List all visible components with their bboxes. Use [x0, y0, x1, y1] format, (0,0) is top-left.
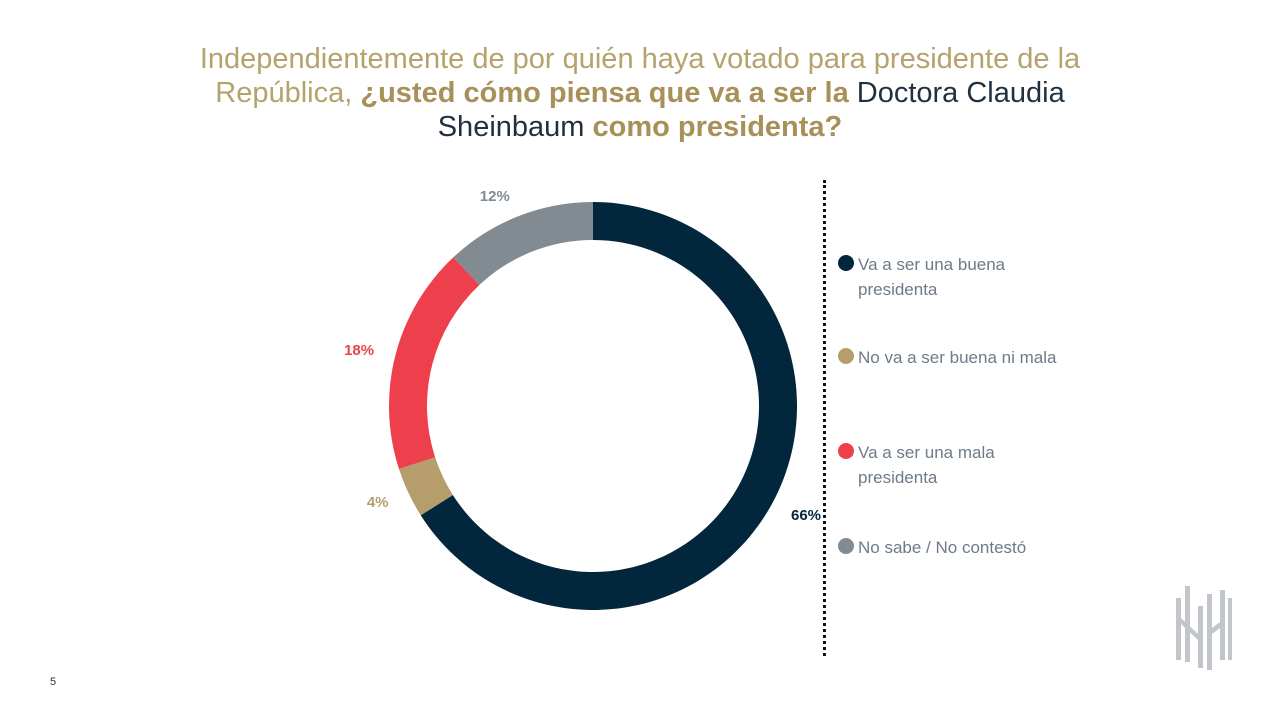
data-label-no-sabe: 12% — [480, 188, 510, 205]
legend-dot-icon — [838, 255, 854, 271]
legend-divider — [823, 180, 826, 656]
title-part-3: Doctora Claudia Sheinbaum — [437, 77, 1065, 143]
data-label-ni-buena-ni-mala: 4% — [367, 494, 389, 511]
legend-label-ni-buena-ni-mala: No va a ser buena ni mala — [858, 348, 1057, 367]
legend-dot-icon — [838, 348, 854, 364]
title-part-2: ¿usted cómo piensa que va a ser la — [360, 77, 857, 109]
legend-dot-icon — [838, 538, 854, 554]
data-label-mala: 18% — [344, 342, 374, 359]
chart-title: Independientemente de por quién haya vot… — [140, 42, 1140, 144]
page-number: 5 — [50, 676, 57, 688]
title-part-1: Independientemente de por quién haya vot… — [199, 43, 1081, 109]
slice-no-sabe — [453, 202, 593, 285]
donut-slices — [388, 202, 798, 611]
legend-label-mala: Va a ser una mala presidenta — [858, 443, 995, 487]
data-label-buena: 66% — [791, 507, 821, 524]
title-part-4: como presidenta? — [584, 111, 843, 143]
legend-label-buena: Va a ser una buena presidenta — [858, 255, 1006, 299]
legend-label-no-sabe: No sabe / No contestó — [858, 538, 1027, 557]
slice-mala — [388, 257, 480, 470]
legend-dot-icon — [838, 443, 854, 459]
donut-labels: 66% 4% 18% 12% — [344, 188, 821, 524]
slice-ni-buena-ni-mala — [398, 457, 453, 516]
brand-logo-icon — [1176, 586, 1232, 670]
